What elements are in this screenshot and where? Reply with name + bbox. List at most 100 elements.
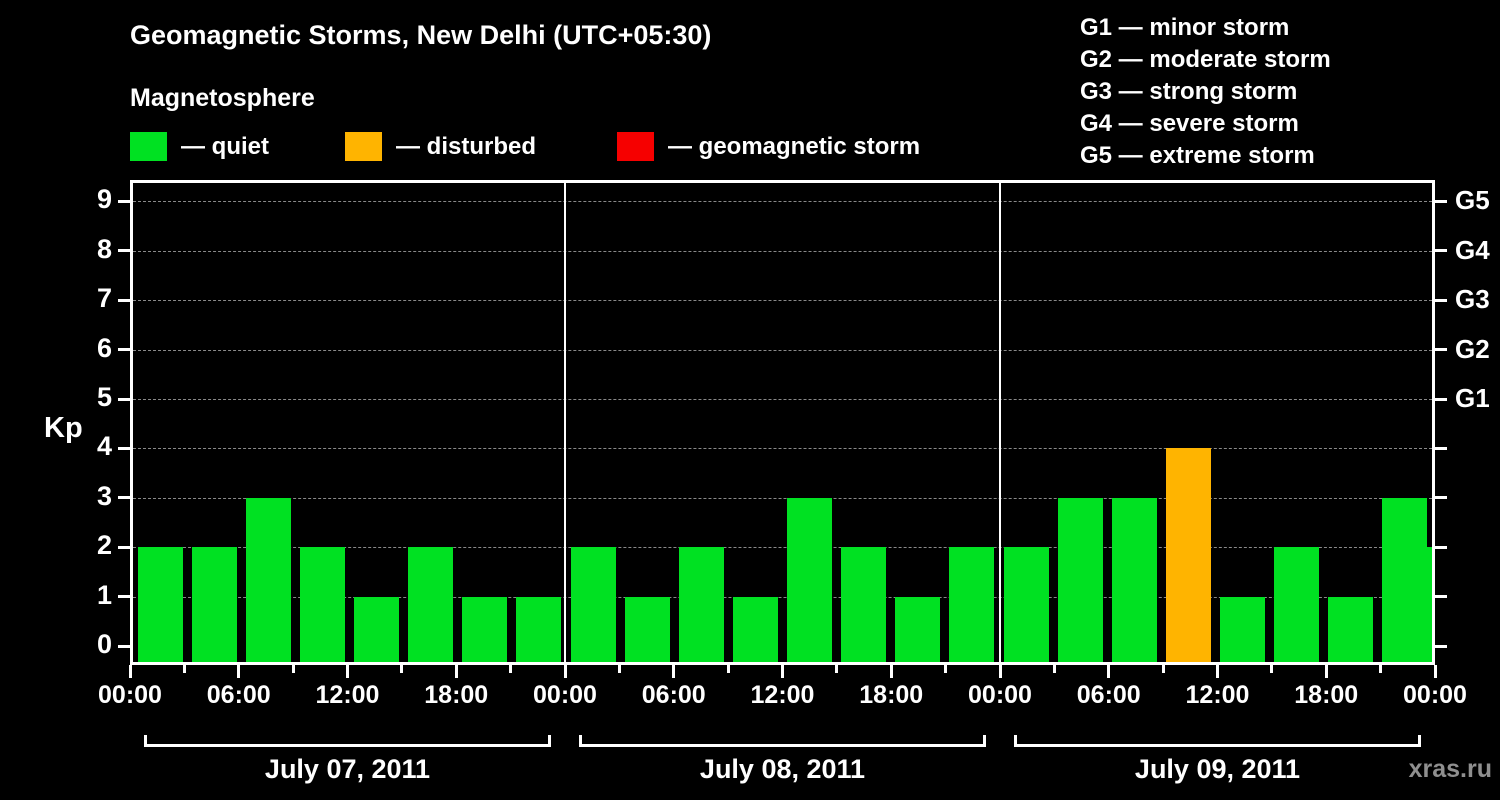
y-axis-tick bbox=[118, 595, 130, 599]
y-axis-tick bbox=[118, 644, 130, 648]
x-axis-tick bbox=[346, 665, 349, 678]
x-axis-tick bbox=[237, 665, 241, 678]
legend-label-quiet: — quiet bbox=[181, 132, 269, 160]
y-tick-label: 5 bbox=[96, 382, 112, 412]
y-axis-tick bbox=[1435, 496, 1447, 500]
y-tick-label: 1 bbox=[96, 579, 112, 610]
x-tick-label: 00:00 bbox=[98, 681, 162, 709]
g-legend-row: G1 — minor storm bbox=[1080, 14, 1290, 41]
x-axis-tick bbox=[1433, 665, 1437, 678]
x-axis-tick bbox=[400, 665, 404, 673]
y-tick-label: 8 bbox=[96, 233, 112, 264]
legend-item-storm: — geomagnetic storm bbox=[617, 132, 920, 161]
g-legend-row: G2 — moderate storm bbox=[1080, 46, 1331, 73]
y-axis-tick bbox=[118, 397, 130, 401]
x-axis-tick bbox=[182, 665, 186, 673]
storm-color-swatch bbox=[617, 132, 654, 161]
y-axis-tick bbox=[118, 496, 130, 500]
g-scale-label: G3 bbox=[1455, 284, 1490, 315]
y-tick-label: 2 bbox=[96, 530, 112, 561]
y-tick-label: 7 bbox=[96, 283, 112, 314]
g-scale-label: G4 bbox=[1455, 234, 1490, 265]
x-tick-label: 00:00 bbox=[533, 681, 597, 709]
date-bracket-end bbox=[144, 735, 147, 745]
date-label: July 09, 2011 bbox=[1134, 754, 1301, 784]
y-axis-tick bbox=[1435, 446, 1447, 450]
date-bracket-end bbox=[579, 735, 582, 745]
x-axis-tick bbox=[889, 665, 893, 678]
y-axis-tick bbox=[118, 249, 130, 253]
x-axis-tick bbox=[1216, 665, 1219, 678]
y-tick-label: 6 bbox=[96, 332, 112, 363]
x-axis-tick bbox=[617, 665, 621, 673]
x-axis-tick bbox=[726, 665, 730, 673]
y-axis-tick bbox=[1435, 397, 1447, 401]
x-axis-tick bbox=[1270, 665, 1274, 673]
x-tick-label: 18:00 bbox=[424, 681, 489, 709]
x-axis-tick bbox=[1379, 665, 1383, 673]
y-axis-tick bbox=[1435, 595, 1447, 599]
y-axis-tick bbox=[1435, 298, 1447, 302]
x-axis-tick bbox=[672, 665, 676, 678]
x-tick-label: 06:00 bbox=[1076, 681, 1141, 709]
date-bracket-end bbox=[983, 735, 986, 745]
plot-area bbox=[130, 180, 1435, 665]
g-legend-row: G3 — strong storm bbox=[1080, 78, 1298, 105]
x-tick-label: 18:00 bbox=[1294, 681, 1359, 709]
x-tick-label: 18:00 bbox=[859, 681, 924, 709]
legend-item-quiet: — quiet bbox=[130, 132, 269, 161]
x-tick-label: 00:00 bbox=[968, 681, 1032, 709]
x-axis-tick bbox=[1052, 665, 1056, 673]
x-tick-label: 12:00 bbox=[750, 681, 815, 709]
x-axis-tick bbox=[1107, 665, 1111, 678]
y-axis-tick bbox=[1435, 644, 1447, 648]
date-bracket-end bbox=[1014, 735, 1017, 745]
x-axis-tick bbox=[1161, 665, 1165, 673]
chart-title: Geomagnetic Storms, New Delhi (UTC+05:30… bbox=[130, 20, 712, 50]
y-axis-label: Kp bbox=[44, 412, 83, 444]
y-tick-label: 0 bbox=[96, 629, 112, 659]
x-axis-tick bbox=[509, 665, 513, 673]
date-label: July 07, 2011 bbox=[264, 754, 431, 784]
x-tick-label: 12:00 bbox=[1185, 681, 1250, 709]
x-axis-tick bbox=[291, 665, 295, 673]
y-axis-tick bbox=[118, 348, 130, 352]
g-legend-row: G4 — severe storm bbox=[1080, 110, 1299, 137]
x-axis-tick bbox=[835, 665, 839, 673]
watermark: xras.ru bbox=[1408, 755, 1492, 783]
date-bracket bbox=[1014, 744, 1421, 747]
g-legend-row: G5 — extreme storm bbox=[1080, 142, 1315, 169]
x-axis-tick bbox=[563, 665, 567, 678]
x-axis-tick bbox=[454, 665, 458, 678]
date-bracket bbox=[579, 744, 986, 747]
x-tick-label: 00:00 bbox=[1403, 681, 1467, 709]
x-axis-tick bbox=[781, 665, 784, 678]
y-axis-tick bbox=[118, 199, 130, 203]
y-axis-tick bbox=[1435, 545, 1447, 549]
date-bracket-end bbox=[548, 735, 551, 745]
date-bracket-end bbox=[1418, 735, 1421, 745]
g-scale-label: G2 bbox=[1455, 333, 1490, 364]
legend-item-disturbed: — disturbed bbox=[345, 132, 536, 161]
y-axis-tick bbox=[118, 446, 130, 450]
date-label: July 08, 2011 bbox=[699, 754, 866, 784]
x-axis-tick bbox=[944, 665, 948, 673]
x-axis-tick bbox=[998, 665, 1002, 678]
legend-label-disturbed: — disturbed bbox=[396, 132, 537, 160]
g-scale-label: G1 bbox=[1455, 383, 1490, 413]
x-tick-label: 06:00 bbox=[641, 681, 706, 709]
x-axis-tick bbox=[1324, 665, 1328, 678]
y-axis-tick bbox=[1435, 249, 1447, 253]
y-axis-tick bbox=[118, 545, 130, 549]
chart-subtitle: Magnetosphere bbox=[130, 84, 315, 112]
date-bracket bbox=[144, 744, 551, 747]
x-tick-label: 06:00 bbox=[206, 681, 271, 709]
quiet-color-swatch bbox=[130, 132, 167, 161]
g-scale-label: G5 bbox=[1455, 185, 1490, 216]
disturbed-color-swatch bbox=[345, 132, 382, 161]
y-axis-tick bbox=[1435, 348, 1447, 352]
y-axis-tick bbox=[1435, 199, 1447, 203]
x-axis-tick bbox=[128, 665, 132, 678]
x-tick-label: 12:00 bbox=[315, 681, 380, 709]
y-tick-label: 9 bbox=[96, 184, 112, 215]
